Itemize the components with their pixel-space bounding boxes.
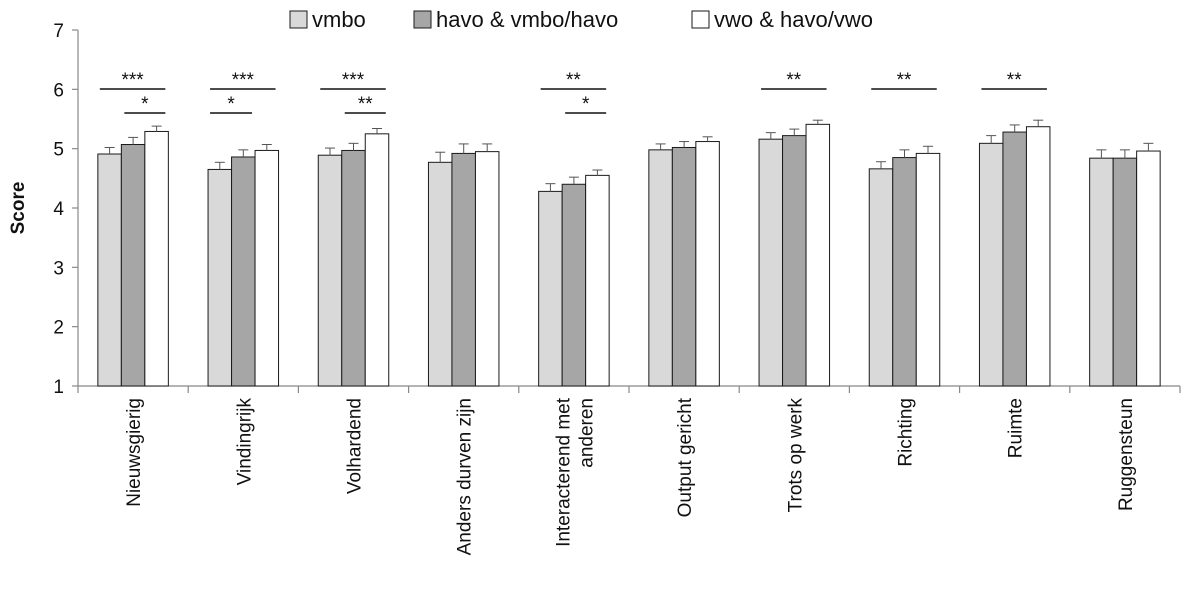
legend-swatch xyxy=(691,10,710,29)
x-category-label: Interacterend met anderen xyxy=(553,397,597,547)
bar-1 xyxy=(648,149,673,387)
bar-1 xyxy=(97,153,122,387)
bar-3 xyxy=(695,141,720,387)
bar-2 xyxy=(782,135,807,387)
significance-label: ** xyxy=(566,70,581,91)
x-category-label-line: Volhardend xyxy=(345,398,366,494)
x-category-label-line: Trots op werk xyxy=(785,398,806,513)
significance-label: * xyxy=(141,94,149,115)
category-labels: Nieuwsgierig Vindingrijk Volhardend Anders … xyxy=(124,397,1137,555)
bar-2 xyxy=(341,149,366,387)
y-tick-label: 6 xyxy=(53,80,64,101)
bar-3 xyxy=(915,152,941,387)
significance-label: ** xyxy=(786,70,801,91)
x-category-label: Trots op werk xyxy=(785,398,806,513)
y-tick-label: 4 xyxy=(53,199,64,220)
x-category-label-line: Ruimte xyxy=(1006,398,1027,458)
legend-entry: havo & vmbo/havo xyxy=(436,7,618,32)
bar-1 xyxy=(207,168,233,387)
bar-3 xyxy=(254,149,280,387)
legend-entry: vwo & havo/vwo xyxy=(714,7,873,32)
bar-1 xyxy=(868,168,894,387)
bar-1 xyxy=(538,190,563,387)
legend-swatch xyxy=(413,10,432,29)
x-category-label: Anders durven zijn xyxy=(455,398,476,555)
y-tick-label: 7 xyxy=(53,21,64,42)
x-category-label-line: Anders durven zijn xyxy=(455,398,476,555)
bar-1 xyxy=(978,142,1004,387)
y-tick-label: 1 xyxy=(53,377,64,398)
bar-3 xyxy=(1025,126,1051,387)
significance-label: ** xyxy=(897,70,912,91)
x-category-label-line: Output gericht xyxy=(675,397,696,517)
bar-1 xyxy=(317,154,343,387)
y-tick-label: 3 xyxy=(53,258,64,279)
bar-2 xyxy=(1002,131,1027,387)
x-category-label-line: Vindingrijk xyxy=(234,398,255,486)
x-category-label: Volhardend xyxy=(345,398,366,494)
significance-label: * xyxy=(582,94,590,115)
legend-swatch xyxy=(289,10,308,29)
bar-1 xyxy=(758,138,784,387)
x-category-label: Ruggensteun xyxy=(1116,398,1137,511)
x-category-label: Ruimte xyxy=(1006,398,1027,458)
bar-3 xyxy=(585,174,610,387)
bar-3 xyxy=(474,151,500,387)
legend-entry: vmbo xyxy=(312,7,366,32)
bar-2 xyxy=(231,156,256,387)
bar-3 xyxy=(364,133,390,387)
significance-label: * xyxy=(227,94,235,115)
significance-label: ** xyxy=(1007,70,1022,91)
y-tick-label: 2 xyxy=(53,318,64,339)
x-category-label: Nieuwsgierig xyxy=(124,398,145,507)
bar-3 xyxy=(1136,150,1161,387)
bar-2 xyxy=(1112,157,1138,387)
bar-2 xyxy=(451,152,476,387)
bar-2 xyxy=(561,183,587,387)
x-category-label-line: Interacterend met xyxy=(553,397,574,547)
x-category-label: Richting xyxy=(896,398,917,467)
y-tick-label: 5 xyxy=(53,140,64,161)
bar-1 xyxy=(1089,157,1114,387)
significance-markers: ****************** ** ** xyxy=(99,70,1047,115)
x-category-label-line: Richting xyxy=(896,398,917,467)
bar-2 xyxy=(671,146,697,387)
x-category-label-line: Ruggensteun xyxy=(1116,398,1137,511)
bars xyxy=(97,119,1161,387)
significance-label: *** xyxy=(232,70,255,91)
bar-1 xyxy=(427,161,453,387)
x-category-label: Vindingrijk xyxy=(234,398,255,486)
bar-3 xyxy=(144,130,169,387)
bar-2 xyxy=(892,157,917,387)
legend: vmbo havo & vmbo/havo vwo & havo/vwo xyxy=(289,7,873,32)
bar-2 xyxy=(120,144,146,387)
significance-label: *** xyxy=(342,70,365,91)
y-axis-title: Score xyxy=(8,182,29,235)
x-category-label-line: anderen xyxy=(576,398,597,468)
significance-label: ** xyxy=(358,94,373,115)
significance-label: *** xyxy=(122,70,145,91)
x-category-label-line: Nieuwsgierig xyxy=(124,398,145,507)
x-category-label: Output gericht xyxy=(675,397,696,517)
bar-3 xyxy=(805,123,831,387)
